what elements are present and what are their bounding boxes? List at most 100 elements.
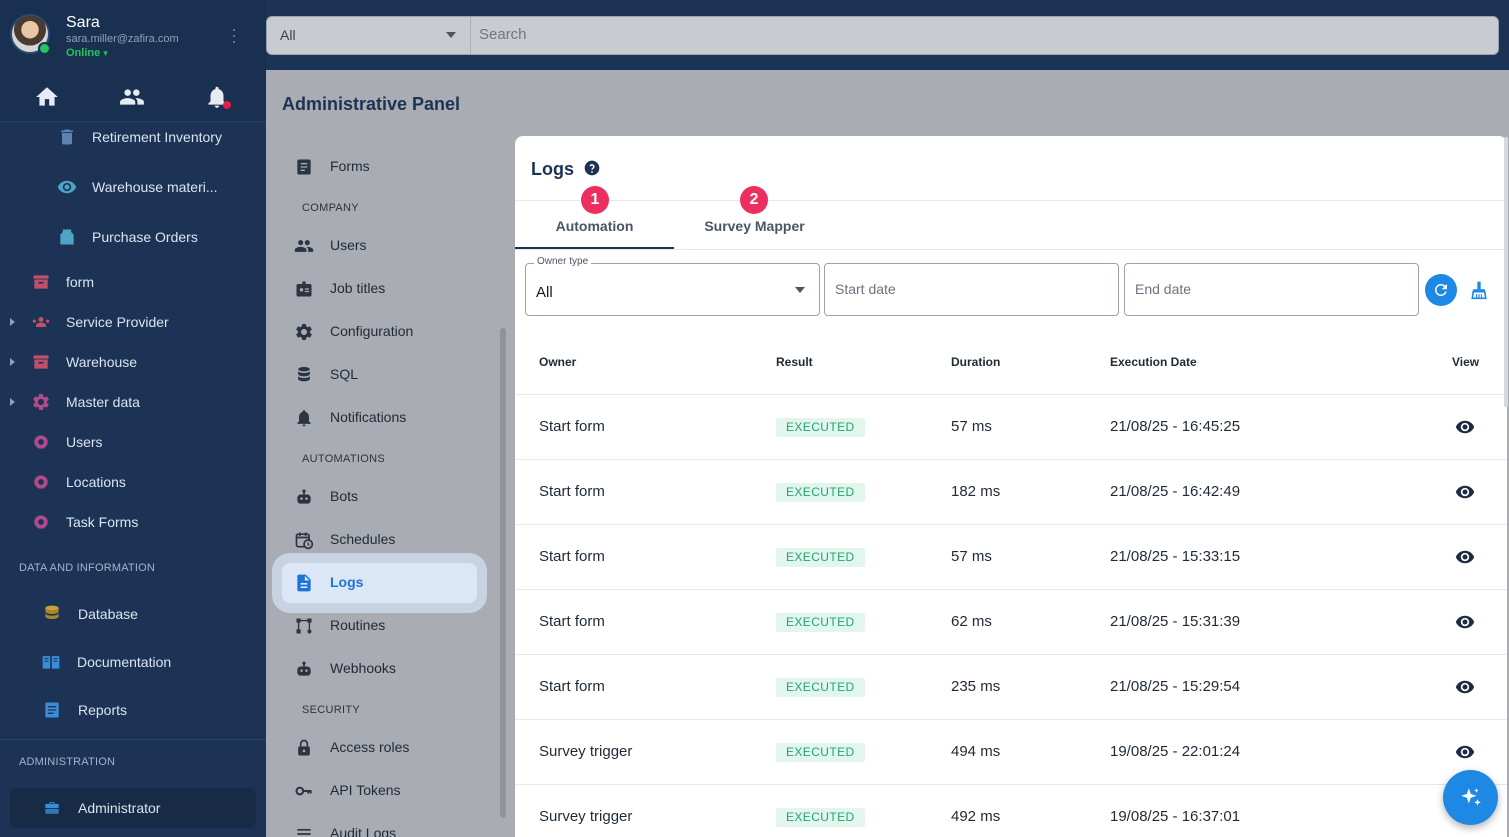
sidebar-item-label: Purchase Orders bbox=[92, 229, 198, 245]
admin-nav-forms[interactable]: Forms bbox=[282, 147, 477, 187]
report-icon bbox=[45, 702, 59, 718]
column-header-execution-date[interactable]: Execution Date bbox=[1110, 355, 1197, 369]
search-input[interactable] bbox=[479, 26, 1479, 43]
admin-nav-audit-logs[interactable]: Audit Logs bbox=[282, 814, 477, 837]
column-header-view: View bbox=[1452, 355, 1480, 369]
sidebar-item-retirement-inventory[interactable]: Retirement Inventory bbox=[0, 119, 266, 155]
end-date-field[interactable]: End date bbox=[1124, 263, 1419, 316]
divider bbox=[0, 739, 266, 740]
table-row[interactable]: Survey trigger EXECUTED 492 ms 19/08/25 … bbox=[515, 784, 1507, 837]
table-row[interactable]: Start form EXECUTED 57 ms 21/08/25 - 16:… bbox=[515, 394, 1507, 459]
sidebar-item-purchase-orders[interactable]: Purchase Orders bbox=[0, 219, 266, 255]
admin-nav-scrollbar[interactable] bbox=[500, 328, 506, 818]
divider bbox=[515, 200, 1507, 201]
user-name: Sara bbox=[66, 14, 100, 31]
table-row[interactable]: Start form EXECUTED 235 ms 21/08/25 - 15… bbox=[515, 654, 1507, 719]
admin-nav-api-tokens[interactable]: API Tokens bbox=[282, 771, 477, 811]
admin-nav-sql[interactable]: SQL bbox=[282, 355, 477, 395]
sparkle-icon bbox=[1460, 787, 1481, 806]
user-profile[interactable]: Sara sara.miller@zafira.com Online ▾ · · · bbox=[0, 0, 266, 70]
sidebar-item-form[interactable]: form bbox=[0, 264, 266, 300]
sidebar-item-master-data[interactable]: Master data bbox=[0, 384, 266, 420]
caret-right-icon[interactable] bbox=[10, 358, 15, 366]
view-eye-icon[interactable] bbox=[1455, 679, 1475, 695]
clear-filters-icon[interactable] bbox=[1469, 280, 1489, 300]
gear-icon bbox=[34, 515, 48, 529]
database-icon bbox=[45, 605, 59, 619]
admin-nav-label: Routines bbox=[330, 617, 386, 633]
divider bbox=[515, 249, 1507, 250]
view-eye-icon[interactable] bbox=[1455, 484, 1475, 500]
sidebar-item-administrator[interactable]: Administrator bbox=[0, 790, 266, 826]
logs-title: Logs bbox=[531, 159, 574, 179]
owner-type-select[interactable]: Owner type All bbox=[525, 256, 820, 316]
robot-icon bbox=[297, 489, 311, 504]
sidebar-item-label: Service Provider bbox=[66, 314, 169, 330]
caret-right-icon[interactable] bbox=[10, 398, 15, 406]
table-row[interactable]: Start form EXECUTED 182 ms 21/08/25 - 16… bbox=[515, 459, 1507, 524]
sidebar-item-label: Documentation bbox=[77, 654, 172, 670]
cell-duration: 57 ms bbox=[951, 418, 992, 435]
admin-nav-label: Logs bbox=[330, 574, 364, 590]
admin-nav-notifications[interactable]: Notifications bbox=[282, 398, 477, 438]
column-header-result[interactable]: Result bbox=[776, 355, 813, 369]
tab-survey-mapper[interactable]: Survey Mapper bbox=[704, 218, 805, 234]
view-eye-icon[interactable] bbox=[1455, 549, 1475, 565]
people-icon bbox=[294, 240, 314, 252]
start-date-placeholder: Start date bbox=[835, 281, 896, 297]
sidebar-item-database[interactable]: Database bbox=[0, 596, 266, 632]
logs-card: Logs 1 2 Automation Survey Mapper Owner … bbox=[515, 136, 1507, 837]
sidebar-item-locations[interactable]: Locations bbox=[0, 464, 266, 500]
sidebar-item-warehouse-materials[interactable]: Warehouse materi... bbox=[0, 169, 266, 205]
cell-owner: Start form bbox=[539, 483, 605, 500]
admin-nav-routines[interactable]: Routines bbox=[282, 606, 477, 646]
nav-section-automations: AUTOMATIONS bbox=[302, 453, 385, 465]
start-date-field[interactable]: Start date bbox=[824, 263, 1119, 316]
sidebar-item-users[interactable]: Users bbox=[0, 424, 266, 460]
sidebar-item-label: Warehouse bbox=[66, 354, 138, 370]
admin-nav-users[interactable]: Users bbox=[282, 226, 477, 266]
user-status-dropdown[interactable]: Online ▾ bbox=[66, 47, 108, 59]
more-vertical-icon[interactable]: · · · bbox=[231, 19, 237, 51]
admin-nav-schedules[interactable]: Schedules bbox=[282, 520, 477, 560]
table-row[interactable]: Survey trigger EXECUTED 494 ms 19/08/25 … bbox=[515, 719, 1507, 784]
sidebar-item-warehouse[interactable]: Warehouse bbox=[0, 344, 266, 380]
avatar[interactable] bbox=[10, 14, 50, 54]
table-row[interactable]: Start form EXECUTED 57 ms 21/08/25 - 15:… bbox=[515, 524, 1507, 589]
help-icon[interactable] bbox=[584, 160, 600, 176]
column-header-duration[interactable]: Duration bbox=[951, 355, 1001, 369]
table-row[interactable]: Start form EXECUTED 62 ms 21/08/25 - 15:… bbox=[515, 589, 1507, 654]
sidebar-item-label: Administrator bbox=[78, 800, 161, 816]
chevron-down-icon bbox=[795, 287, 805, 293]
gear-icon bbox=[33, 394, 49, 410]
admin-nav-label: Job titles bbox=[330, 280, 386, 296]
admin-nav-bots[interactable]: Bots bbox=[282, 477, 477, 517]
sidebar-item-reports[interactable]: Reports bbox=[0, 692, 266, 728]
sidebar-item-service-provider[interactable]: Service Provider bbox=[0, 304, 266, 340]
cell-duration: 57 ms bbox=[951, 548, 992, 565]
quick-actions bbox=[0, 70, 266, 122]
caret-right-icon[interactable] bbox=[10, 318, 15, 326]
admin-nav-logs[interactable]: Logs bbox=[282, 563, 477, 603]
view-eye-icon[interactable] bbox=[1455, 614, 1475, 630]
sidebar-item-documentation[interactable]: Documentation bbox=[0, 644, 266, 680]
admin-nav-webhooks[interactable]: Webhooks bbox=[282, 649, 477, 689]
admin-nav-job-titles[interactable]: Job titles bbox=[282, 269, 477, 309]
tab-automation[interactable]: Automation bbox=[555, 218, 634, 234]
view-eye-icon[interactable] bbox=[1455, 419, 1475, 435]
logs-scrollbar[interactable] bbox=[1504, 137, 1508, 407]
home-icon[interactable] bbox=[34, 84, 60, 110]
sidebar-item-task-forms[interactable]: Task Forms bbox=[0, 504, 266, 540]
view-eye-icon[interactable] bbox=[1455, 744, 1475, 760]
bell-icon[interactable] bbox=[204, 84, 230, 110]
people-icon[interactable] bbox=[119, 84, 145, 110]
sidebar-item-label: Warehouse materi... bbox=[92, 179, 218, 195]
admin-nav-configuration[interactable]: Configuration bbox=[282, 312, 477, 352]
column-header-owner[interactable]: Owner bbox=[539, 355, 577, 369]
refresh-button[interactable] bbox=[1425, 274, 1457, 306]
end-date-placeholder: End date bbox=[1135, 281, 1192, 297]
admin-nav-access-roles[interactable]: Access roles bbox=[282, 728, 477, 768]
toolbox-icon bbox=[45, 802, 59, 814]
search-scope-select[interactable]: All bbox=[267, 17, 471, 54]
ai-assistant-button[interactable] bbox=[1443, 770, 1498, 825]
